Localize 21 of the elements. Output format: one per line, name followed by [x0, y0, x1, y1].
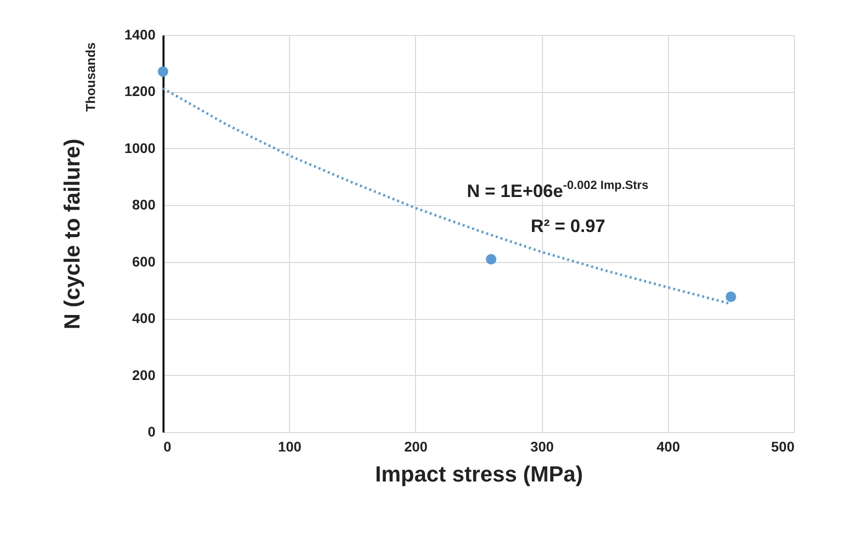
y-tick-label: 1200	[124, 83, 156, 100]
x-axis-title: Impact stress (MPa)	[375, 462, 583, 486]
y-tick-label: 200	[132, 366, 156, 383]
y-tick-label: 800	[132, 196, 156, 213]
x-tick-label: 0	[164, 438, 172, 454]
x-tick-label: 300	[530, 438, 554, 454]
x-tick-label: 100	[278, 438, 302, 454]
annotation: R² = 0.97	[530, 216, 606, 236]
y-tick-label: 1000	[124, 140, 156, 156]
x-tick-label: 200	[404, 438, 428, 454]
point	[486, 254, 496, 265]
x-tick-label: 500	[771, 438, 795, 454]
y-tick-label: 400	[132, 310, 156, 326]
point	[726, 292, 736, 302]
y-tick-label: 0	[148, 424, 156, 440]
y-axis-title: N (cycle to failure)	[59, 138, 84, 330]
text: Thousands	[83, 42, 98, 112]
point	[158, 66, 168, 77]
y-tick-label: 600	[132, 253, 156, 270]
x-tick-label: 400	[656, 438, 680, 454]
y-tick-label: 1400	[124, 26, 156, 42]
